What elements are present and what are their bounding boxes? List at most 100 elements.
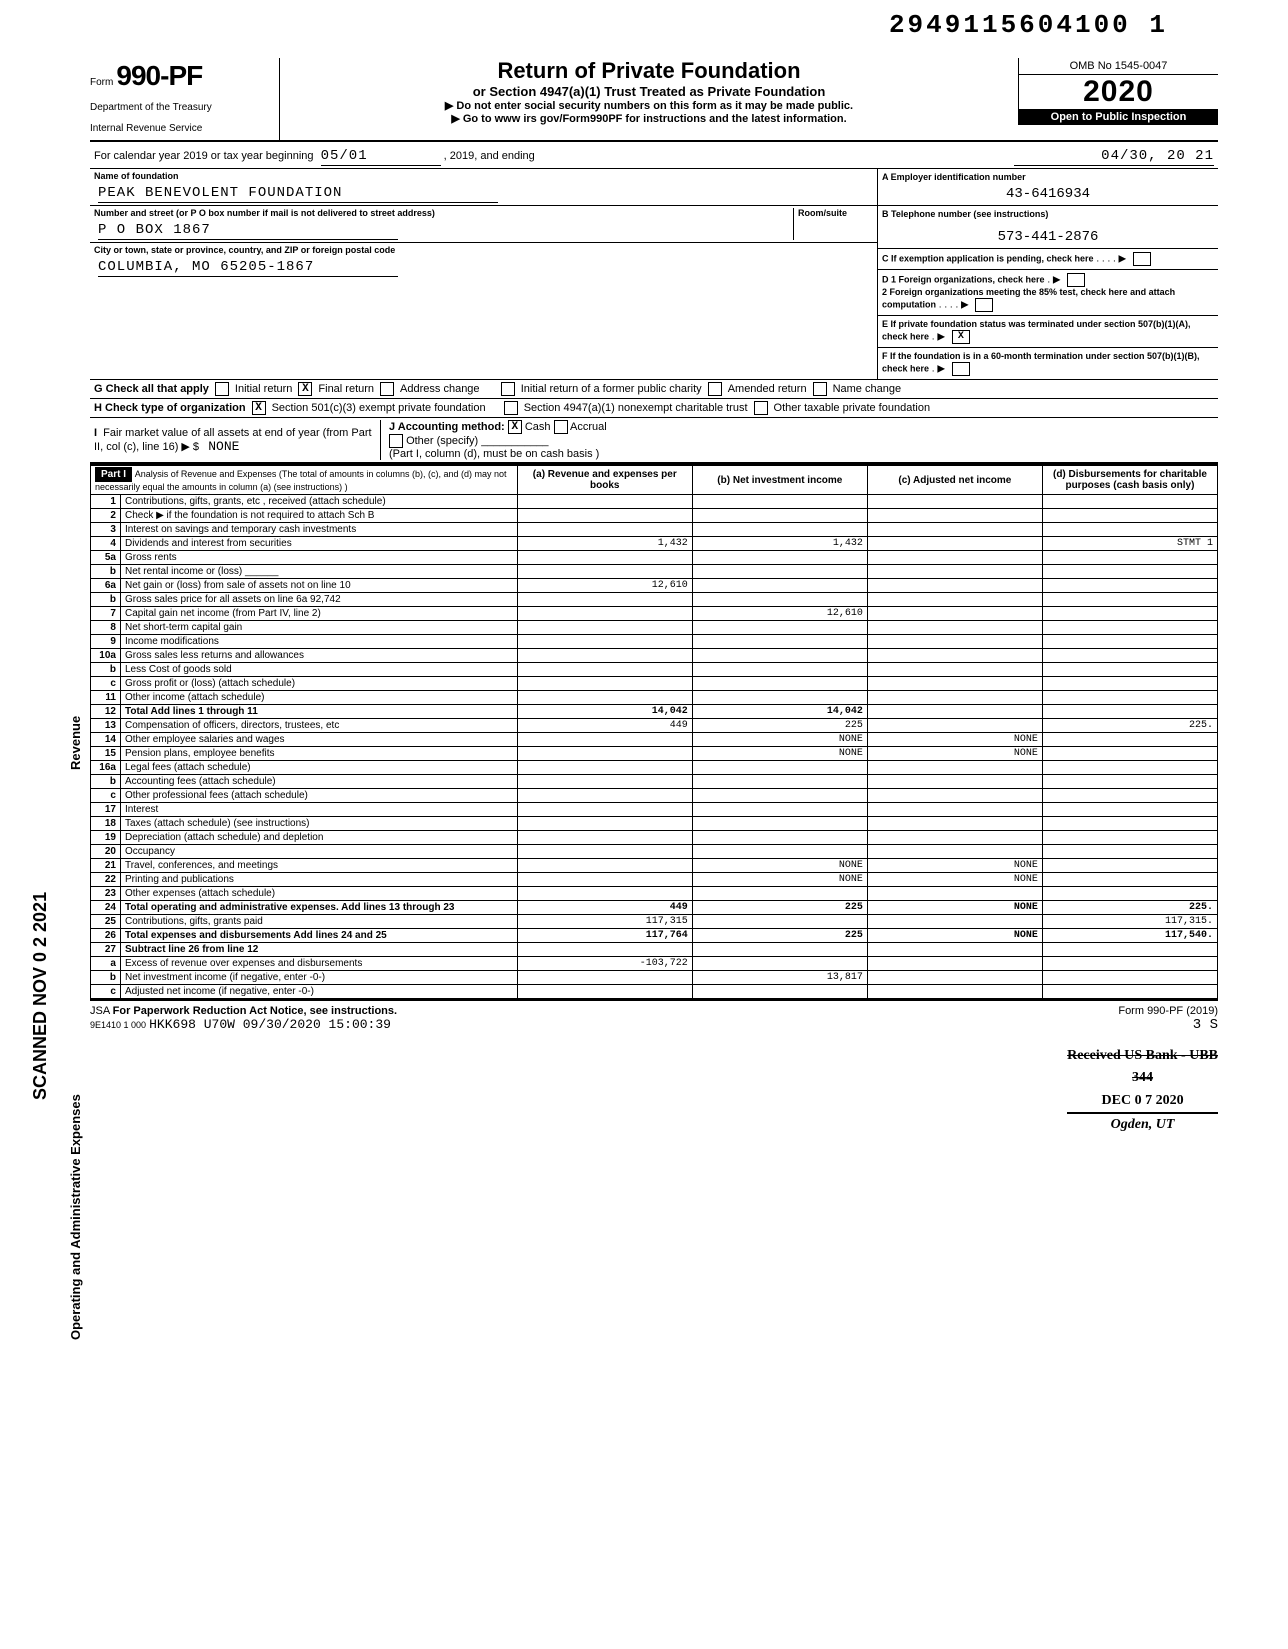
col-a-value	[517, 621, 692, 635]
col-a-value	[517, 565, 692, 579]
col-d-value	[1042, 845, 1217, 859]
table-row: 27Subtract line 26 from line 12	[91, 943, 1218, 957]
col-c-value	[867, 761, 1042, 775]
table-row: 14Other employee salaries and wagesNONEN…	[91, 733, 1218, 747]
g-final-checkbox[interactable]: X	[298, 382, 312, 396]
col-d-value	[1042, 957, 1217, 971]
col-d-value	[1042, 831, 1217, 845]
row-label: Other employee salaries and wages	[120, 733, 517, 747]
col-a-value	[517, 663, 692, 677]
row-label: Total expenses and disbursements Add lin…	[120, 929, 517, 943]
city-label: City or town, state or province, country…	[94, 245, 873, 255]
table-row: 10aGross sales less returns and allowanc…	[91, 649, 1218, 663]
j-other-label: Other (specify)	[406, 435, 478, 447]
g-initial-checkbox[interactable]	[215, 382, 229, 396]
section-label-expenses: Operating and Administrative Expenses	[68, 1094, 83, 1340]
col-d-value	[1042, 971, 1217, 985]
col-c-value	[867, 691, 1042, 705]
col-a-value	[517, 803, 692, 817]
row-label: Interest on savings and temporary cash i…	[120, 523, 517, 537]
name-label: Name of foundation	[94, 171, 873, 181]
row-number: 20	[91, 845, 121, 859]
row-label: Adjusted net income (if negative, enter …	[120, 985, 517, 999]
page-num: 3 S	[1193, 1017, 1218, 1033]
g-former-checkbox[interactable]	[501, 382, 515, 396]
h-opt2: Section 4947(a)(1) nonexempt charitable …	[524, 402, 748, 414]
col-b-value	[692, 789, 867, 803]
row-label: Travel, conferences, and meetings	[120, 859, 517, 873]
g-opt-former: Initial return of a former public charit…	[521, 383, 702, 395]
d2-checkbox[interactable]	[975, 298, 993, 312]
h-4947-checkbox[interactable]	[504, 401, 518, 415]
h-opt1: Section 501(c)(3) exempt private foundat…	[272, 402, 486, 414]
col-c-value	[867, 579, 1042, 593]
j-other-checkbox[interactable]	[389, 434, 403, 448]
col-a-value	[517, 747, 692, 761]
stamp-l2: 344	[1067, 1067, 1218, 1089]
form-header: Form 990-PF Department of the Treasury I…	[90, 30, 1218, 142]
col-a-value: 1,432	[517, 537, 692, 551]
col-a-value	[517, 593, 692, 607]
j-cash-checkbox[interactable]: X	[508, 420, 522, 434]
col-c-value	[867, 789, 1042, 803]
row-label: Capital gain net income (from Part IV, l…	[120, 607, 517, 621]
j-cash-label: Cash	[525, 421, 551, 433]
table-row: 1Contributions, gifts, grants, etc , rec…	[91, 495, 1218, 509]
col-b-value: 1,432	[692, 537, 867, 551]
row-number: 13	[91, 719, 121, 733]
row-number: 4	[91, 537, 121, 551]
row-number: 9	[91, 635, 121, 649]
g-addr-checkbox[interactable]	[380, 382, 394, 396]
col-b-value	[692, 803, 867, 817]
instruction-line-2: ▶ Go to www irs gov/Form990PF for instru…	[288, 112, 1010, 125]
h-501c3-checkbox[interactable]: X	[252, 401, 266, 415]
row-number: 7	[91, 607, 121, 621]
col-a-value	[517, 971, 692, 985]
row-number: b	[91, 971, 121, 985]
e-checkbox[interactable]: X	[952, 330, 970, 344]
table-row: 9Income modifications	[91, 635, 1218, 649]
g-amended-checkbox[interactable]	[708, 382, 722, 396]
table-row: 26Total expenses and disbursements Add l…	[91, 929, 1218, 943]
col-b-value	[692, 593, 867, 607]
row-label: Gross sales less returns and allowances	[120, 649, 517, 663]
form-title: Return of Private Foundation	[288, 58, 1010, 84]
d2-label: 2 Foreign organizations meeting the 85% …	[882, 287, 1175, 310]
street-address: P O BOX 1867	[98, 218, 398, 240]
g-namechg-checkbox[interactable]	[813, 382, 827, 396]
col-b-value: 14,042	[692, 705, 867, 719]
col-d-value	[1042, 985, 1217, 999]
col-d-value	[1042, 607, 1217, 621]
col-d-value	[1042, 803, 1217, 817]
row-label: Income modifications	[120, 635, 517, 649]
col-b-value	[692, 817, 867, 831]
col-b-value	[692, 523, 867, 537]
j-accrual-checkbox[interactable]	[554, 420, 568, 434]
col-a-value	[517, 831, 692, 845]
col-a-value	[517, 677, 692, 691]
g-opt-initial: Initial return	[235, 383, 292, 395]
col-d-value	[1042, 593, 1217, 607]
col-c-value	[867, 607, 1042, 621]
table-row: 21Travel, conferences, and meetingsNONEN…	[91, 859, 1218, 873]
g-label: G Check all that apply	[94, 383, 209, 395]
row-number: 21	[91, 859, 121, 873]
col-b-value	[692, 495, 867, 509]
h-label: H Check type of organization	[94, 402, 246, 414]
d1-checkbox[interactable]	[1067, 273, 1085, 287]
col-d-value	[1042, 565, 1217, 579]
row-label: Total operating and administrative expen…	[120, 901, 517, 915]
col-a-value	[517, 523, 692, 537]
table-row: bNet rental income or (loss) ______	[91, 565, 1218, 579]
c-checkbox[interactable]	[1133, 252, 1151, 266]
f-checkbox[interactable]	[952, 362, 970, 376]
col-a-value	[517, 551, 692, 565]
row-number: b	[91, 663, 121, 677]
col-c-value	[867, 649, 1042, 663]
row-label: Occupancy	[120, 845, 517, 859]
col-c-value	[867, 971, 1042, 985]
h-other-checkbox[interactable]	[754, 401, 768, 415]
j-note: (Part I, column (d), must be on cash bas…	[389, 448, 599, 460]
col-b-value	[692, 691, 867, 705]
row-label: Depreciation (attach schedule) and deple…	[120, 831, 517, 845]
